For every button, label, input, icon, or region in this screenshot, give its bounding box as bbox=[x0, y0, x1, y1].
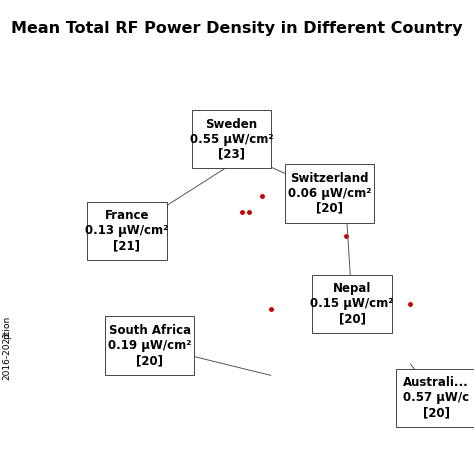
Text: Mean Total RF Power Density in Different Country: Mean Total RF Power Density in Different… bbox=[11, 21, 463, 36]
Text: Nepal
0.15 μW/cm²
[20]: Nepal 0.15 μW/cm² [20] bbox=[310, 283, 394, 326]
Text: Switzerland
0.06 μW/cm²
[20]: Switzerland 0.06 μW/cm² [20] bbox=[288, 172, 371, 215]
Text: South Africa
0.19 μW/cm²
[20]: South Africa 0.19 μW/cm² [20] bbox=[108, 324, 191, 367]
Text: ption: ption bbox=[2, 315, 11, 339]
Text: 2016-2021: 2016-2021 bbox=[2, 331, 11, 380]
Text: Australi...
0.57 μW/c
[20]: Australi... 0.57 μW/c [20] bbox=[403, 376, 469, 419]
Text: Sweden
0.55 μW/cm²
[23]: Sweden 0.55 μW/cm² [23] bbox=[190, 118, 273, 161]
Text: France
0.13 μW/cm²
[21]: France 0.13 μW/cm² [21] bbox=[85, 210, 168, 253]
